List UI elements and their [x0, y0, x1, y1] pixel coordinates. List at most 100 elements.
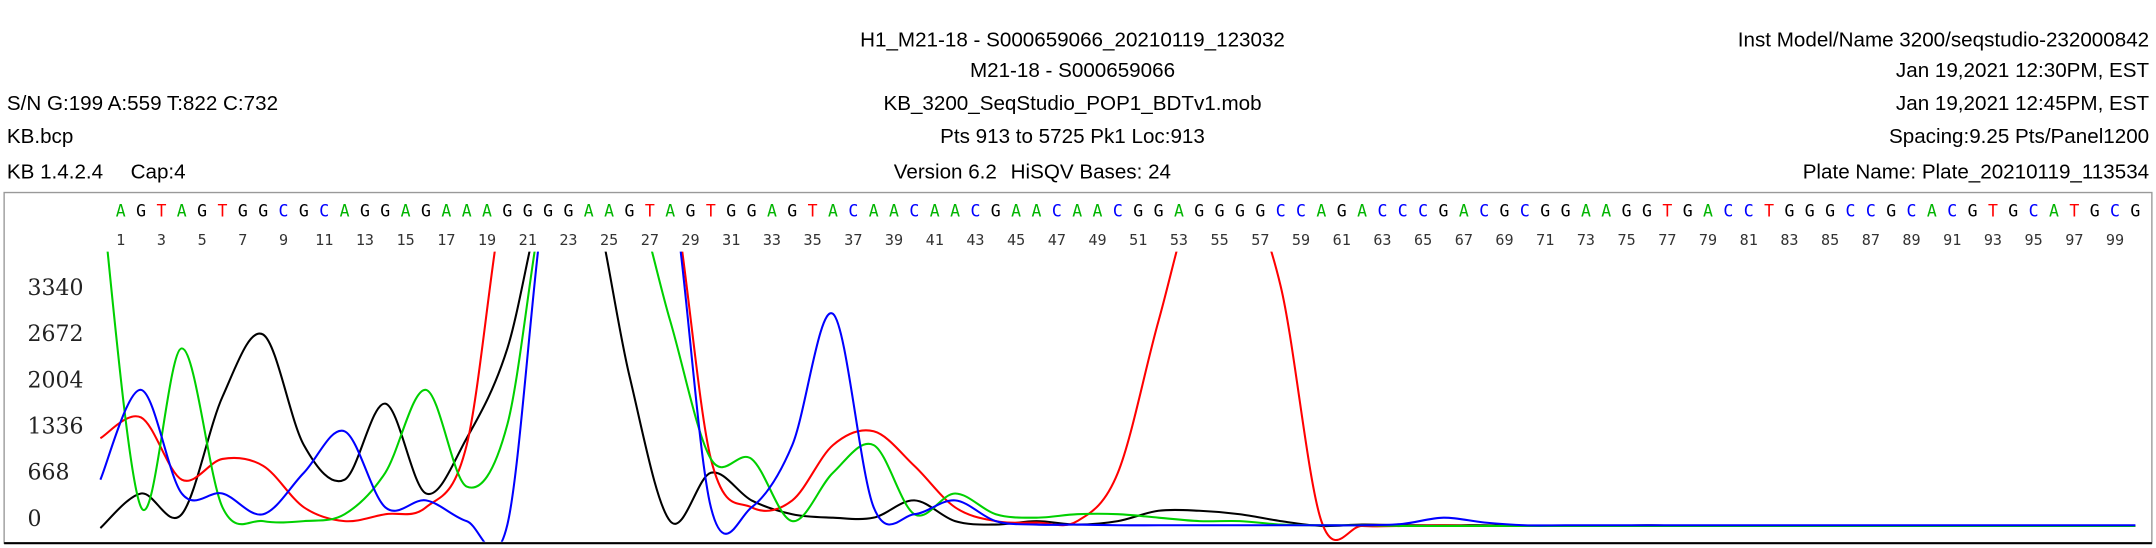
base-call: G [1154, 201, 1164, 220]
base-call: A [1703, 201, 1713, 220]
base-call: G [1805, 201, 1815, 220]
base-call: G [421, 201, 431, 220]
base-call: A [1093, 201, 1103, 220]
base-call: G [2008, 201, 2018, 220]
base-call: C [970, 201, 980, 220]
base-call: G [1215, 201, 1225, 220]
position-label: 15 [397, 231, 415, 249]
base-call: G [2130, 201, 2140, 220]
base-call: C [1907, 201, 1917, 220]
position-label: 49 [1088, 231, 1106, 249]
base-call: G [787, 201, 797, 220]
base-call: G [299, 201, 309, 220]
base-call: G [1683, 201, 1693, 220]
position-label: 79 [1699, 231, 1717, 249]
traces [99, 251, 2136, 542]
base-call: G [625, 201, 635, 220]
base-call: T [706, 201, 716, 220]
base-call: G [686, 201, 696, 220]
base-call: A [116, 201, 126, 220]
y-tick-label: 1336 [28, 414, 84, 439]
base-call: C [2110, 201, 2120, 220]
position-label: 65 [1414, 231, 1432, 249]
position-label: 5 [198, 231, 207, 249]
spacing: Spacing:9.25 Pts/Panel1200 [1889, 125, 2149, 148]
base-call: G [197, 201, 207, 220]
base-call: A [441, 201, 451, 220]
base-call: T [1988, 201, 1998, 220]
base-call: G [1968, 201, 1978, 220]
position-label: 33 [763, 231, 781, 249]
base-call: T [1764, 201, 1774, 220]
position-label: 71 [1536, 231, 1554, 249]
base-call: G [563, 201, 573, 220]
position-label: 67 [1455, 231, 1473, 249]
base-call: A [1927, 201, 1937, 220]
y-tick-label: 2004 [28, 368, 84, 393]
base-call: T [645, 201, 655, 220]
position-label: 77 [1658, 231, 1676, 249]
base-call: G [523, 201, 533, 220]
base-call: G [360, 201, 370, 220]
y-tick-label: 3340 [28, 276, 84, 301]
base-call: C [1723, 201, 1733, 220]
base-call: C [1296, 201, 1306, 220]
base-call: C [1418, 201, 1428, 220]
signal-strength: S/N G:199 A:559 T:822 C:732 [7, 92, 278, 115]
position-label: 7 [238, 231, 247, 249]
base-call: G [747, 201, 757, 220]
position-label: 13 [356, 231, 374, 249]
base-call: T [2069, 201, 2079, 220]
position-label: 1 [116, 231, 125, 249]
base-call: T [808, 201, 818, 220]
base-call: A [950, 201, 960, 220]
points: Pts 913 to 5725 Pk1 Loc:913 [940, 125, 1205, 148]
base-call: C [319, 201, 329, 220]
base-call: A [1174, 201, 1184, 220]
base-call: G [1886, 201, 1896, 220]
base-call: G [1561, 201, 1571, 220]
position-label: 75 [1618, 231, 1636, 249]
base-call: T [218, 201, 228, 220]
position-label: 85 [1821, 231, 1839, 249]
base-call: C [1744, 201, 1754, 220]
position-label: 61 [1333, 231, 1351, 249]
position-label: 3 [157, 231, 166, 249]
base-call: A [340, 201, 350, 220]
base-call: G [991, 201, 1001, 220]
position-label: 73 [1577, 231, 1595, 249]
base-call: A [828, 201, 838, 220]
base-call: G [1540, 201, 1550, 220]
base-call: C [1479, 201, 1489, 220]
position-label: 45 [1007, 231, 1025, 249]
position-label: 17 [437, 231, 455, 249]
position-label: 43 [966, 231, 984, 249]
run-start: Jan 19,2021 12:30PM, EST [1896, 59, 2150, 82]
position-label: 23 [559, 231, 577, 249]
position-label: 31 [722, 231, 740, 249]
base-call: G [1642, 201, 1652, 220]
position-label: 99 [2106, 231, 2124, 249]
base-call: A [177, 201, 187, 220]
base-call: A [1601, 201, 1611, 220]
base-call: A [604, 201, 614, 220]
y-tick-label: 668 [28, 461, 70, 486]
base-call: C [1866, 201, 1876, 220]
position-label: 87 [1862, 231, 1880, 249]
base-call: G [1825, 201, 1835, 220]
y-tick-label: 2672 [28, 322, 84, 347]
base-call: G [1194, 201, 1204, 220]
base-call: A [1581, 201, 1591, 220]
run-end: Jan 19,2021 12:45PM, EST [1896, 92, 2150, 115]
base-call: G [1337, 201, 1347, 220]
base-call: G [380, 201, 390, 220]
base-call: A [1459, 201, 1469, 220]
basecaller-file: KB.bcp [7, 125, 73, 148]
base-call: G [258, 201, 268, 220]
position-label: 59 [1292, 231, 1310, 249]
base-call: G [1439, 201, 1449, 220]
base-call: C [279, 201, 289, 220]
position-label: 29 [681, 231, 699, 249]
position-label: 9 [279, 231, 288, 249]
position-label: 63 [1373, 231, 1391, 249]
